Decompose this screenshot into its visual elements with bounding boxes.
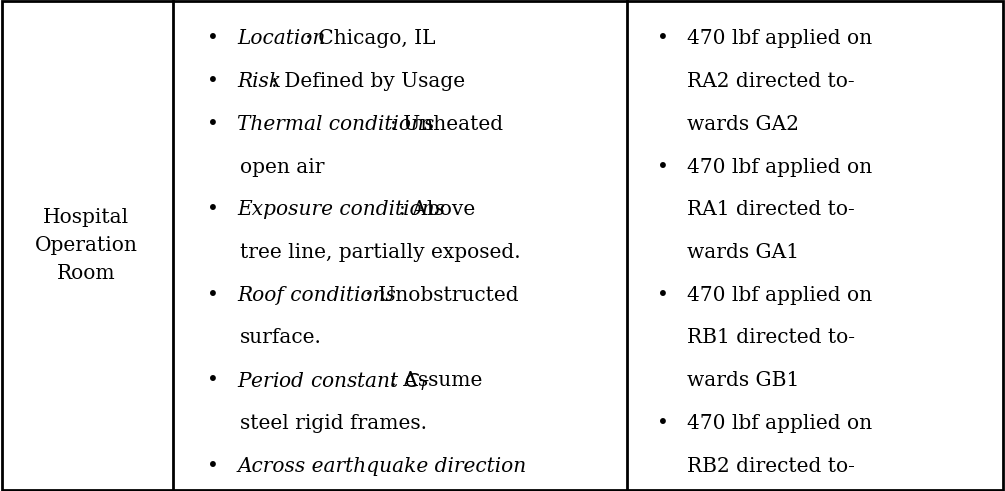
Text: •: • bbox=[207, 371, 219, 390]
Text: tree line, partially exposed.: tree line, partially exposed. bbox=[240, 243, 521, 262]
Text: •: • bbox=[207, 115, 219, 134]
Text: : Unobstructed: : Unobstructed bbox=[365, 286, 519, 305]
Text: : Unheated: : Unheated bbox=[390, 115, 504, 134]
Text: RA1 directed to-: RA1 directed to- bbox=[687, 200, 855, 219]
Text: •: • bbox=[207, 457, 219, 476]
Text: Risk: Risk bbox=[237, 72, 281, 91]
Text: RA2 directed to-: RA2 directed to- bbox=[687, 72, 855, 91]
Text: 470 lbf applied on: 470 lbf applied on bbox=[687, 414, 872, 433]
Text: : Assume: : Assume bbox=[390, 371, 482, 390]
Text: Across earthquake direction: Across earthquake direction bbox=[237, 457, 527, 476]
Text: Period constant $C_T$: Period constant $C_T$ bbox=[237, 371, 430, 393]
Text: Roof conditions: Roof conditions bbox=[237, 286, 396, 305]
Text: •: • bbox=[657, 158, 669, 177]
Text: : Defined by Usage: : Defined by Usage bbox=[271, 72, 465, 91]
Text: •: • bbox=[207, 29, 219, 49]
Text: : Chicago, IL: : Chicago, IL bbox=[306, 29, 436, 49]
Text: wards GA1: wards GA1 bbox=[687, 243, 800, 262]
Text: •: • bbox=[207, 72, 219, 91]
Text: 470 lbf applied on: 470 lbf applied on bbox=[687, 286, 872, 305]
Text: surface.: surface. bbox=[240, 328, 322, 348]
Text: •: • bbox=[207, 200, 219, 219]
Text: RB1 directed to-: RB1 directed to- bbox=[687, 328, 855, 348]
Text: wards GA2: wards GA2 bbox=[687, 115, 799, 134]
Text: 470 lbf applied on: 470 lbf applied on bbox=[687, 158, 872, 177]
Text: •: • bbox=[657, 286, 669, 305]
Text: : Above: : Above bbox=[399, 200, 475, 219]
Text: wards GB1: wards GB1 bbox=[687, 371, 800, 390]
Text: 470 lbf applied on: 470 lbf applied on bbox=[687, 29, 872, 49]
Text: •: • bbox=[657, 29, 669, 49]
Text: Thermal conditions: Thermal conditions bbox=[237, 115, 434, 134]
Text: steel rigid frames.: steel rigid frames. bbox=[240, 414, 427, 433]
Text: •: • bbox=[207, 286, 219, 305]
Text: •: • bbox=[657, 414, 669, 433]
Text: Location: Location bbox=[237, 29, 326, 49]
Text: Exposure conditions: Exposure conditions bbox=[237, 200, 445, 219]
Text: open air: open air bbox=[240, 158, 325, 177]
Text: Hospital
Operation
Room: Hospital Operation Room bbox=[35, 208, 138, 283]
Text: RB2 directed to-: RB2 directed to- bbox=[687, 457, 855, 476]
